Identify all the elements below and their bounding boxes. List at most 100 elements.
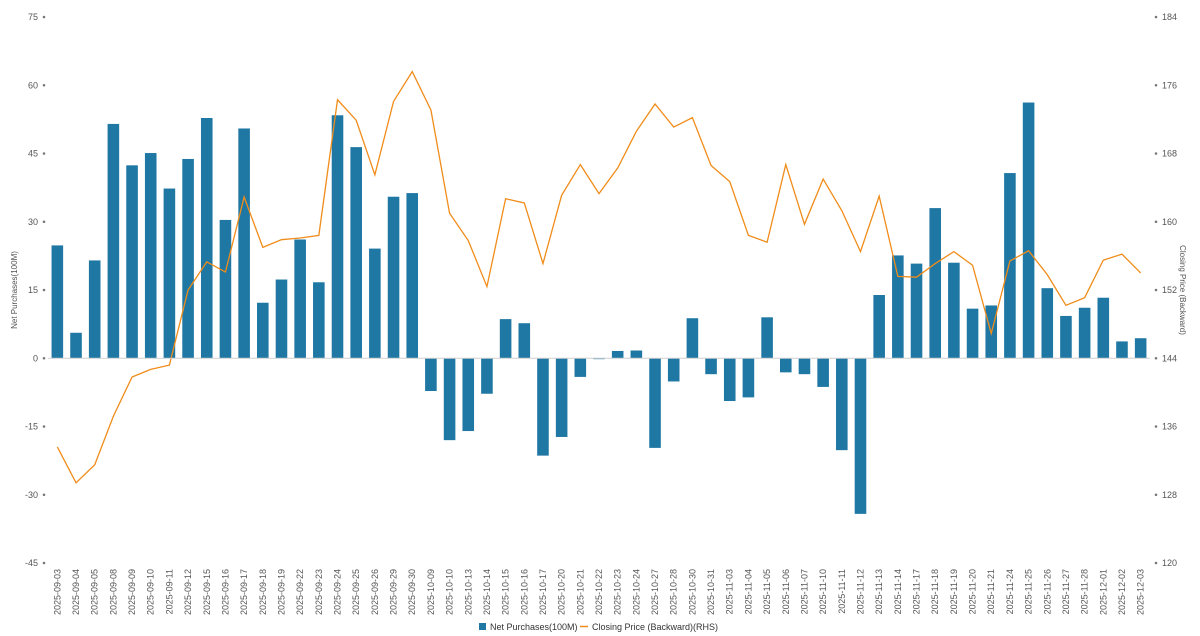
- x-tick-label: 2025-11-10: [818, 569, 828, 614]
- x-tick-label: 2025-10-30: [687, 569, 697, 615]
- bar-2025-09-29: [387, 196, 400, 359]
- right-tick-label: 152: [1162, 285, 1177, 295]
- x-tick-label: 2025-10-21: [575, 569, 585, 615]
- x-tick-label: 2025-11-21: [986, 569, 996, 614]
- x-tick-label: 2025-11-24: [1005, 569, 1015, 614]
- bar-2025-12-01: [1097, 297, 1110, 359]
- bar-2025-12-03: [1134, 338, 1147, 359]
- left-tick-mark: [42, 493, 46, 497]
- x-tick-label: 2025-09-26: [370, 569, 380, 615]
- x-tick-label: 2025-09-11: [164, 569, 174, 614]
- right-tick-mark: [1154, 356, 1158, 360]
- x-tick-label: 2025-11-14: [893, 569, 903, 614]
- x-tick-label: 2025-09-19: [276, 569, 286, 615]
- x-tick-label: 2025-10-28: [669, 569, 679, 615]
- bar-2025-09-24: [331, 115, 344, 359]
- bar-2025-12-02: [1116, 341, 1128, 359]
- x-tick-label: 2025-12-02: [1117, 569, 1127, 615]
- right-tick-label: 168: [1162, 149, 1177, 159]
- x-tick-label: 2025-10-16: [519, 569, 529, 615]
- bar-2025-10-17: [537, 358, 549, 456]
- bar-2025-10-21: [574, 358, 587, 377]
- left-tick-mark: [42, 152, 46, 155]
- right-tick-label: 176: [1162, 80, 1177, 90]
- x-tick-label: 2025-10-27: [650, 569, 660, 615]
- bar-2025-09-19: [275, 279, 288, 359]
- x-tick-label: 2025-11-03: [725, 569, 735, 614]
- bar-2025-11-04: [742, 358, 755, 398]
- left-tick-label: 15: [28, 285, 38, 295]
- left-tick-label: -15: [25, 422, 38, 432]
- bar-2025-10-09: [425, 358, 437, 392]
- bar-2025-11-07: [798, 358, 811, 375]
- bar-2025-11-13: [873, 295, 885, 359]
- right-tick-label: 160: [1162, 217, 1177, 227]
- bar-2025-10-20: [555, 358, 568, 437]
- right-tick-mark: [1154, 493, 1158, 497]
- right-tick-mark: [1154, 220, 1158, 224]
- bar-2025-11-11: [836, 358, 848, 451]
- x-tick-label: 2025-09-29: [389, 569, 399, 615]
- x-tick-label: 2025-09-16: [220, 569, 230, 615]
- x-tick-label: 2025-10-10: [445, 569, 455, 615]
- left-tick-label: 60: [28, 80, 38, 90]
- bar-2025-11-10: [817, 358, 829, 387]
- x-tick-label: 2025-10-20: [557, 569, 567, 615]
- left-tick-mark: [42, 425, 46, 428]
- right-axis-title: Closing Price (Backward): [1178, 245, 1187, 335]
- bar-2025-10-23: [611, 350, 624, 359]
- bar-2025-09-03: [51, 245, 64, 359]
- x-tick-label: 2025-11-20: [968, 569, 978, 614]
- bar-2025-10-24: [630, 350, 643, 359]
- x-tick-label: 2025-09-09: [127, 569, 137, 615]
- x-tick-label: 2025-10-14: [482, 569, 492, 615]
- bar-2025-11-18: [929, 208, 941, 359]
- right-tick-mark: [1154, 83, 1158, 87]
- x-tick-label: 2025-11-19: [949, 569, 959, 614]
- x-tick-label: 2025-11-12: [855, 569, 865, 614]
- right-axis: 120 128 136 144 152 160 168 176 184: [1154, 12, 1177, 568]
- right-tick-label: 136: [1162, 422, 1177, 432]
- bar-2025-10-13: [462, 358, 475, 432]
- x-tick-label: 2025-11-17: [912, 569, 922, 614]
- x-tick-label: 2025-09-05: [90, 569, 100, 615]
- x-tick-label: 2025-10-22: [594, 569, 604, 615]
- x-tick-label: 2025-09-30: [407, 569, 417, 615]
- x-tick-label: 2025-09-12: [183, 569, 193, 615]
- right-tick-mark: [1154, 15, 1158, 19]
- left-tick-label: 75: [28, 12, 38, 22]
- legend: Net Purchases(100M) Closing Price (Backw…: [479, 622, 718, 632]
- legend-label-net-purchases: Net Purchases(100M): [490, 622, 578, 632]
- bar-2025-11-27: [1060, 315, 1072, 359]
- left-tick-label: -45: [25, 558, 38, 568]
- bar-2025-09-11: [163, 188, 176, 359]
- x-tick-label: 2025-11-13: [874, 569, 884, 614]
- bar-2025-11-06: [779, 358, 792, 373]
- right-tick-mark: [1154, 288, 1158, 292]
- x-tick-label: 2025-09-10: [146, 569, 156, 615]
- bar-2025-10-10: [443, 358, 456, 441]
- bar-2025-09-23: [313, 282, 325, 359]
- x-tick-label: 2025-09-22: [295, 569, 305, 615]
- bar-2025-11-26: [1041, 288, 1054, 359]
- x-axis: 2025-09-03 2025-09-04 2025-09-05 2025-09-08…: [52, 569, 1145, 615]
- right-tick-label: 128: [1162, 490, 1177, 500]
- bar-2025-09-05: [88, 260, 101, 359]
- x-tick-label: 2025-09-24: [333, 569, 343, 615]
- bar-2025-11-12: [854, 358, 867, 514]
- bar-2025-11-17: [910, 263, 923, 359]
- bar-2025-09-17: [238, 128, 250, 359]
- x-tick-label: 2025-11-18: [930, 569, 940, 614]
- x-tick-label: 2025-10-31: [706, 569, 716, 615]
- bar-2025-11-14: [892, 255, 904, 359]
- x-tick-label: 2025-11-04: [743, 569, 753, 614]
- bar-2025-10-15: [499, 319, 512, 359]
- x-tick-label: 2025-10-09: [426, 569, 436, 615]
- left-tick-mark: [42, 356, 46, 360]
- x-tick-label: 2025-10-17: [538, 569, 548, 615]
- x-tick-label: 2025-10-23: [613, 569, 623, 615]
- x-tick-label: 2025-11-27: [1061, 569, 1071, 614]
- net-purchases-bars: [51, 102, 1147, 514]
- right-tick-label: 120: [1162, 558, 1177, 568]
